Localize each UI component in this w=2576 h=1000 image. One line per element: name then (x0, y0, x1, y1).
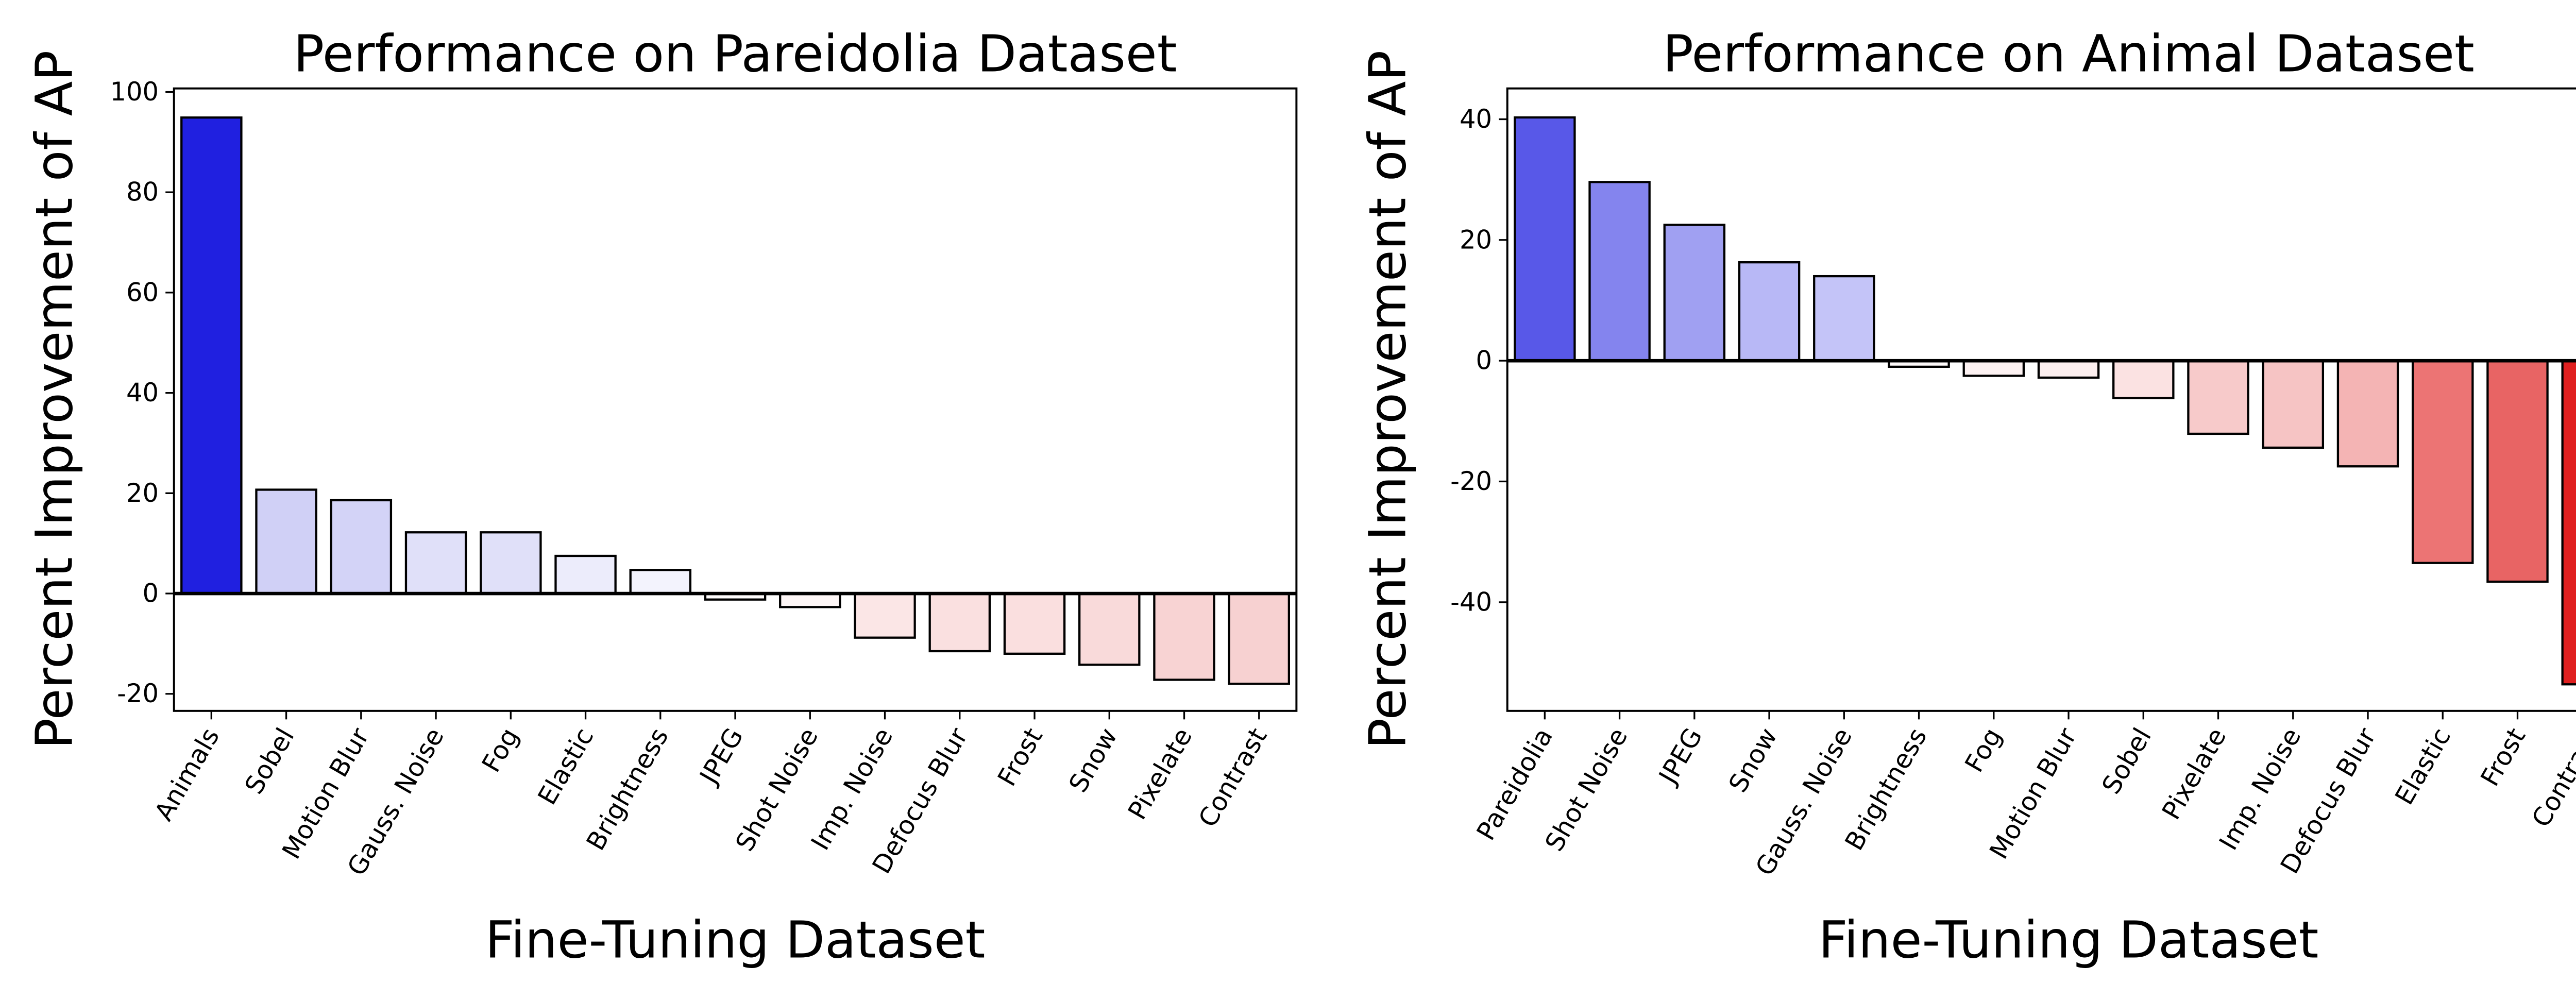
bar (330, 499, 393, 595)
x-tick-label: Sobel (239, 723, 300, 799)
y-tick-label: 0 (142, 579, 159, 608)
bar (1588, 181, 1651, 362)
x-tick-label: Sobel (2096, 723, 2157, 799)
bar (1663, 224, 1726, 362)
x-axis-label: Fine-Tuning Dataset (485, 910, 986, 970)
bar (854, 592, 916, 639)
y-tick-label: 40 (1460, 104, 1492, 134)
y-tick-label: 20 (1460, 225, 1492, 255)
x-tick-label: Pixelate (2156, 723, 2232, 825)
bar (2561, 360, 2576, 686)
y-tick-label: -20 (1450, 466, 1492, 496)
bar (1003, 592, 1066, 655)
bar (180, 116, 243, 595)
x-tick-label: Pixelate (1122, 723, 1198, 825)
y-tick-label: 60 (126, 277, 159, 307)
bar (480, 531, 542, 595)
bar (629, 569, 692, 595)
bar (1962, 360, 2025, 377)
y-tick-label: 100 (110, 77, 159, 107)
bar (2037, 360, 2100, 379)
y-tick-label: 80 (126, 177, 159, 207)
x-tick-label: Frost (2475, 723, 2531, 791)
y-tick-label: 20 (126, 478, 159, 508)
bar (404, 531, 467, 595)
bar (554, 554, 617, 595)
bar (2486, 360, 2549, 583)
y-axis-label: Percent Improvement of AP (1359, 50, 1418, 749)
x-tick-label: Animals (148, 723, 225, 826)
plot-frame (173, 87, 1298, 712)
bar (255, 488, 317, 595)
y-tick-label: -20 (117, 679, 159, 708)
bar (1514, 116, 1576, 362)
y-tick-label: 40 (126, 378, 159, 408)
x-axis-label: Fine-Tuning Dataset (1819, 910, 2319, 970)
bar (2412, 360, 2474, 564)
bar (1153, 592, 1215, 681)
bar (2336, 360, 2399, 468)
bar (2187, 360, 2249, 435)
x-tick-label: Fog (476, 723, 524, 777)
x-tick-label: JPEG (1652, 723, 1708, 790)
x-tick-label: Pareidolia (1471, 723, 1559, 845)
x-tick-label: Contrast (2526, 723, 2576, 832)
x-tick-label: Contrast (1193, 723, 1273, 832)
x-tick-label: Snow (1063, 723, 1123, 798)
bar (2262, 360, 2325, 449)
bar (1078, 592, 1141, 666)
bar (1813, 275, 1875, 362)
x-tick-label: Frost (992, 723, 1048, 791)
x-tick-label: Fog (1959, 723, 2007, 777)
x-tick-label: JPEG (693, 723, 749, 790)
y-tick-label: -40 (1450, 587, 1492, 617)
bar (928, 592, 991, 653)
chart-title: Performance on Animal Dataset (1663, 25, 2475, 84)
y-axis-label: Percent Improvement of AP (25, 50, 84, 749)
bar (2112, 360, 2175, 399)
x-tick-label: Snow (1723, 723, 1783, 798)
bar (1228, 592, 1290, 685)
chart-title: Performance on Pareidolia Dataset (294, 25, 1177, 84)
plot-frame (1506, 87, 2576, 712)
bar (779, 592, 841, 608)
y-tick-label: 0 (1476, 346, 1492, 376)
bar (1738, 261, 1801, 362)
x-tick-label: Elastic (2389, 723, 2456, 810)
x-tick-label: Elastic (532, 723, 599, 810)
